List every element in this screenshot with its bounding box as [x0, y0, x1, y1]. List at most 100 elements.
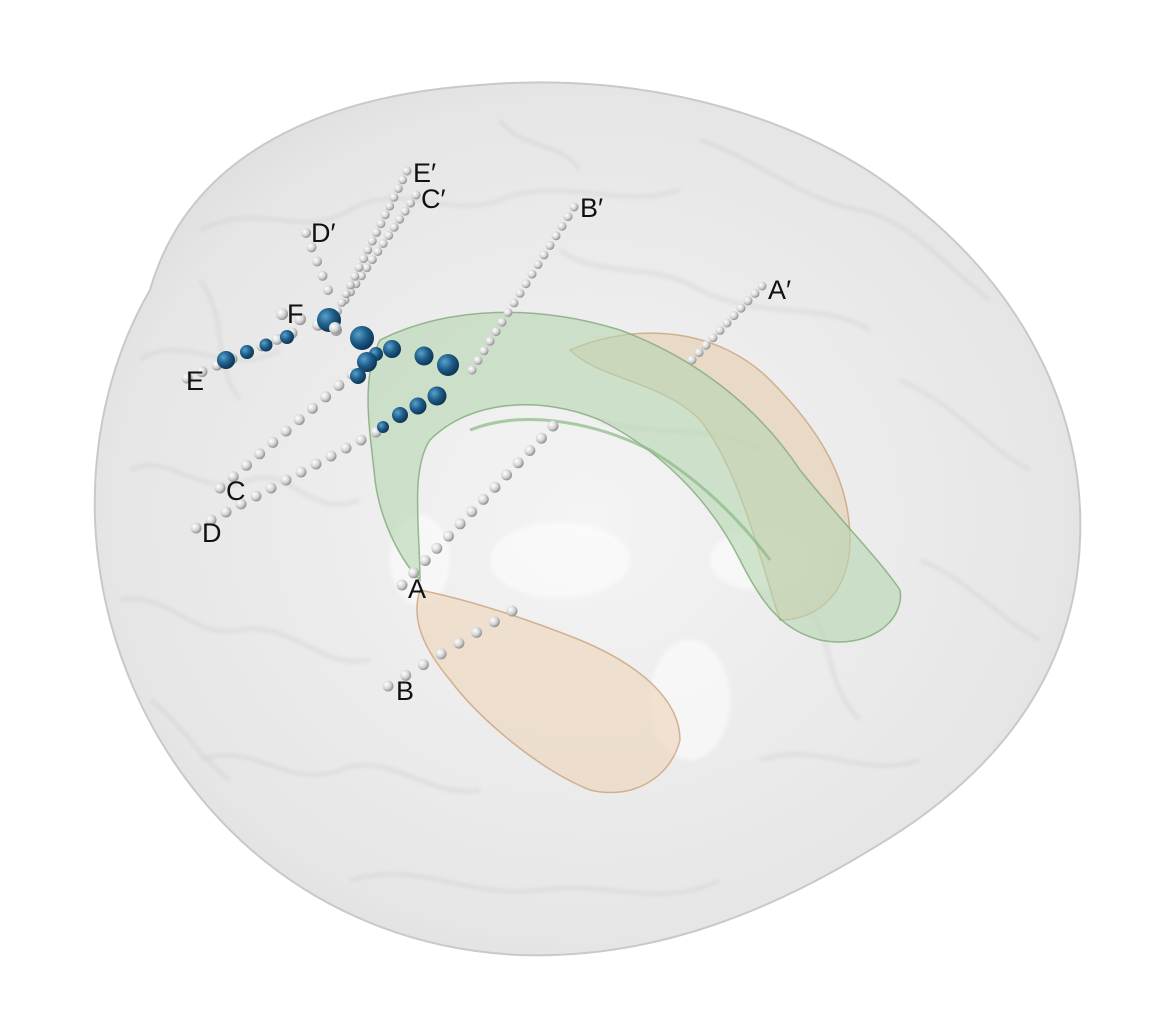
electrode-contact-c	[240, 459, 252, 471]
electrode-label-c: C	[226, 476, 246, 506]
electrode-contact-c-prime	[406, 198, 415, 208]
electrode-contact-b-prime	[527, 269, 537, 279]
electrode-contact-b-prime	[467, 365, 477, 375]
electrode-contact-c-prime	[367, 255, 377, 265]
electrode-contact-d	[250, 490, 262, 502]
active-contact	[427, 386, 447, 406]
electrode-contact-a	[396, 579, 408, 591]
electrode-contact-e-prime	[402, 166, 412, 176]
electrode-contact-a-prime	[729, 311, 739, 321]
electrode-contact-a-prime	[736, 303, 746, 313]
active-contact	[409, 397, 427, 415]
electrode-label-a-prime: A′	[768, 275, 791, 305]
electrode-contact-d	[340, 442, 352, 454]
electrode-contact-e-prime	[385, 201, 395, 211]
electrodes	[181, 166, 767, 692]
electrode-contact-e-prime	[389, 192, 399, 202]
electrode-labels: A B CD E F A′ B′ C′ D′ E′	[186, 158, 791, 706]
electrode-contact-a-prime	[715, 325, 725, 335]
electrode-contact-c	[280, 425, 292, 437]
electrode-contact-e-prime	[350, 271, 360, 281]
electrode-contact-a-prime	[701, 340, 711, 350]
electrode-contact-d-prime	[317, 270, 328, 281]
electrode-contact-b	[488, 616, 500, 628]
electrode-contact-b-prime	[533, 260, 543, 269]
electrode-label-d-prime: D′	[311, 218, 336, 248]
electrode-contact-b	[453, 637, 465, 649]
electrode-label-e: E	[186, 366, 204, 396]
electrode-contact-c	[254, 448, 266, 460]
electrode-contact-c-prime	[400, 206, 410, 216]
electrode-contact-d	[220, 506, 232, 518]
electrode-contact-a	[443, 530, 454, 542]
electrode-contact-d	[355, 434, 367, 446]
active-contact	[357, 352, 377, 372]
electrode-contact-c	[333, 379, 345, 391]
electrode-contact-b-prime	[491, 327, 501, 337]
electrode-contact-d-prime	[306, 242, 317, 253]
electrode-contact-a-prime	[750, 288, 760, 298]
electrode-contact-e-prime	[376, 219, 386, 229]
electrode-contact-a	[547, 420, 559, 432]
active-contact	[350, 326, 374, 350]
electrode-contact-e-prime	[398, 175, 408, 185]
electrode-contact-a-prime	[757, 281, 767, 291]
electrode-label-b-prime: B′	[580, 193, 603, 223]
electrode-contact-a-prime	[708, 333, 718, 343]
electrode-contact-d	[190, 522, 202, 534]
electrode-contact-b-prime	[569, 202, 579, 212]
active-contact	[392, 407, 408, 423]
electrode-contact-a	[512, 457, 524, 469]
electrode-contact-e	[271, 333, 283, 345]
electrode-contact-a-prime	[694, 348, 704, 358]
electrode-contact-e-prime	[341, 289, 351, 299]
electrode-contact-c-prime	[389, 222, 399, 232]
electrode-contact-e-prime	[354, 262, 364, 272]
electrode-contact-a-prime	[687, 355, 697, 365]
electrode-contact-b-prime	[509, 298, 519, 308]
electrode-label-e-prime: E′	[413, 158, 436, 188]
electrode-contact-b-prime	[473, 355, 483, 365]
electrode-contact-f	[294, 313, 306, 326]
electrode-contact-c-prime	[378, 239, 388, 248]
electrode-contact-b	[506, 605, 518, 617]
electrode-contact-a	[501, 469, 512, 481]
active-contact	[259, 338, 273, 352]
electrode-contact-d-prime	[323, 285, 333, 295]
active-contact	[350, 368, 366, 384]
electrode-contact-b	[471, 626, 483, 638]
electrode-contact-c	[267, 436, 279, 448]
electrode-contact-b-prime	[545, 240, 555, 250]
electrode-contact-b-prime	[503, 308, 513, 317]
electrode-contact-d	[280, 474, 292, 486]
electrode-contact-b	[400, 669, 412, 681]
electrode-label-d: D	[202, 518, 222, 548]
electrode-contact-c-prime	[356, 271, 366, 281]
electrode-contact-d	[310, 458, 322, 470]
electrode-contact-a-prime	[722, 318, 732, 328]
electrode-contact-e	[181, 372, 193, 384]
electrode-contact-e-prime	[372, 227, 381, 237]
electrode-contact-e-prime	[359, 254, 368, 264]
electrode-contact-d	[235, 498, 247, 510]
electrode-label-c-prime: C′	[421, 184, 446, 214]
electrode-contact-d	[205, 514, 217, 526]
active-contact	[437, 354, 459, 376]
electrode-contact-b-prime	[485, 336, 495, 346]
electrode-label-b: B	[396, 676, 414, 706]
electrode-contact-d	[265, 482, 277, 494]
electrode-contact-a	[477, 493, 489, 505]
active-contact	[217, 351, 235, 369]
electrode-contact-a	[454, 518, 466, 530]
electrode-contact-e	[196, 366, 208, 378]
electrode-contact-e-prime	[363, 245, 373, 255]
active-contact	[280, 330, 294, 344]
electrode-contact-b	[435, 648, 447, 660]
electrode-contact-e-prime	[367, 236, 377, 246]
electrode-contact-d-prime	[301, 228, 311, 238]
electrode-contact-c-prime	[373, 247, 383, 256]
electrode-contact-c-prime	[395, 214, 405, 224]
electrode-contact-e-prime	[380, 210, 390, 220]
electrode-contact-f	[329, 322, 341, 334]
